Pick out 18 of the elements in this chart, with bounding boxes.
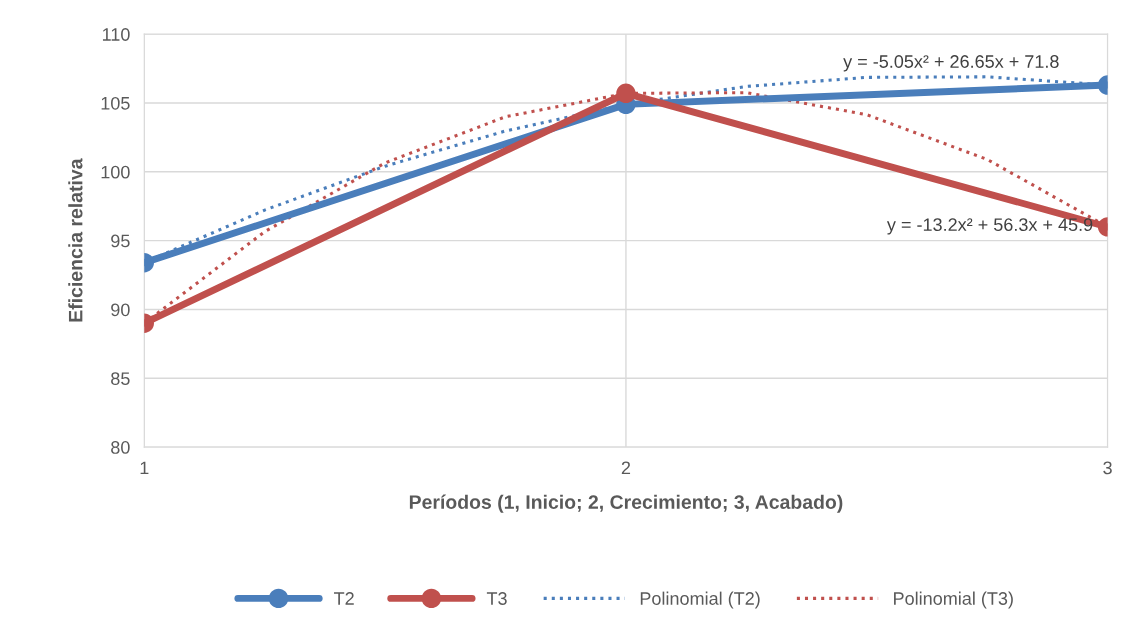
legend-label: Polinomial (T3) [894,591,1013,609]
y-tick-label: 95 [111,234,130,248]
x-axis-title: Períodos (1, Inicio; 2, Crecimiento; 3, Acabado) [409,494,843,513]
legend-label: T3 [486,592,507,605]
y-tick-label: 105 [101,96,130,110]
y-tick-label: 90 [111,303,130,317]
y-tick-label: 100 [101,165,130,179]
y-tick-label: 110 [102,28,130,41]
legend-label: Polinomial (T2) [640,591,760,609]
annotation: y = -13.2x² + 56.3x + 45.9 [886,218,1093,235]
x-tick-label: 1 [140,461,149,475]
x-tick-label: 2 [621,461,631,475]
x-tick-label: 3 [1103,461,1112,475]
y-tick-label: 85 [111,372,130,386]
y-axis-title: Eficiencia relativa [68,158,83,322]
annotation: y = -5.05x² + 26.65x + 71.8 [843,55,1059,72]
y-tick-label: 80 [111,441,130,454]
legend-label: T2 [334,592,354,605]
